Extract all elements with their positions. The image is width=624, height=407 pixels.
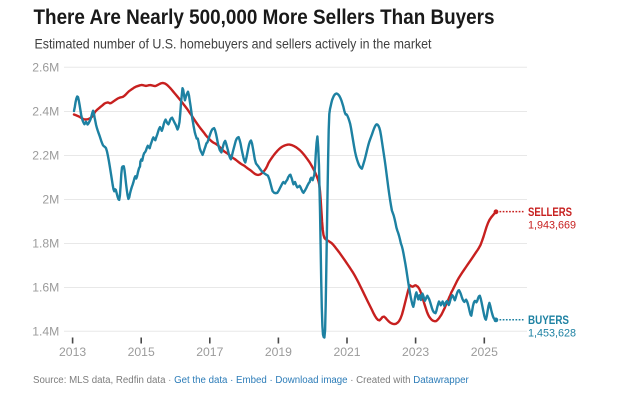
- svg-text:2013: 2013: [59, 345, 86, 359]
- svg-text:2.2M: 2.2M: [32, 149, 59, 163]
- svg-text:2023: 2023: [402, 345, 429, 359]
- svg-text:2.6M: 2.6M: [32, 61, 59, 75]
- svg-text:SELLERS: SELLERS: [528, 207, 572, 219]
- svg-text:BUYERS: BUYERS: [528, 315, 569, 327]
- svg-text:Estimated number of U.S. homeb: Estimated number of U.S. homebuyers and …: [35, 36, 432, 51]
- svg-text:1,453,628: 1,453,628: [528, 327, 576, 339]
- svg-text:2.4M: 2.4M: [32, 105, 59, 119]
- svg-text:1.4M: 1.4M: [32, 325, 59, 339]
- svg-text:1.6M: 1.6M: [32, 281, 59, 295]
- svg-text:2M: 2M: [42, 193, 59, 207]
- svg-text:1,943,669: 1,943,669: [528, 220, 576, 232]
- svg-text:2025: 2025: [471, 345, 498, 359]
- svg-text:2019: 2019: [265, 345, 292, 359]
- svg-text:1.8M: 1.8M: [32, 237, 59, 251]
- svg-text:There Are Nearly 500,000 More: There Are Nearly 500,000 More Sellers Th…: [34, 6, 495, 29]
- svg-text:2021: 2021: [333, 345, 360, 359]
- svg-text:Source: MLS data, Redfin data: Source: MLS data, Redfin data · Get the …: [33, 375, 469, 386]
- svg-text:2017: 2017: [196, 345, 223, 359]
- svg-text:2015: 2015: [128, 345, 155, 359]
